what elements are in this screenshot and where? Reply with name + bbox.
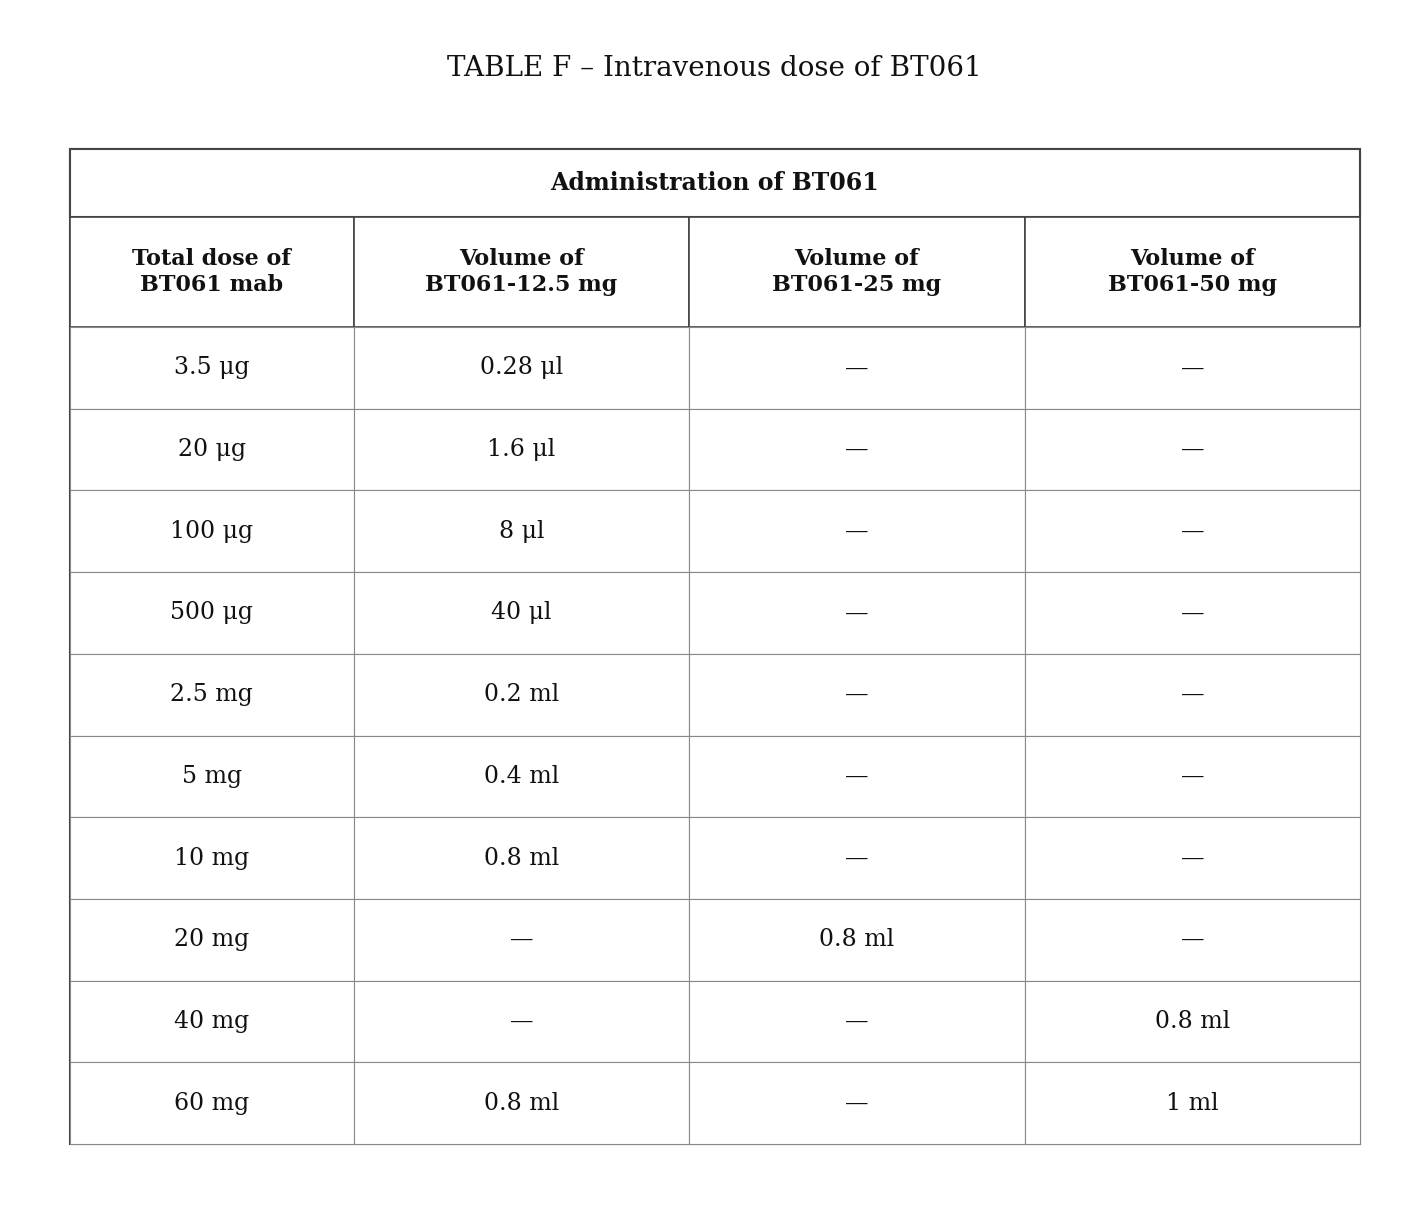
- Text: TABLE F – Intravenous dose of BT061: TABLE F – Intravenous dose of BT061: [447, 56, 981, 82]
- Bar: [70, 735, 354, 817]
- Bar: [1025, 899, 1359, 980]
- Bar: [690, 899, 1025, 980]
- Text: Volume of
BT061-12.5 mg: Volume of BT061-12.5 mg: [426, 248, 618, 296]
- Bar: [70, 326, 354, 409]
- Bar: [70, 1063, 354, 1144]
- Text: —: —: [1181, 846, 1204, 869]
- Text: 20 μg: 20 μg: [178, 438, 246, 461]
- Text: —: —: [1181, 357, 1204, 380]
- Bar: [354, 491, 690, 572]
- Bar: [70, 654, 354, 735]
- Text: 0.8 ml: 0.8 ml: [484, 1092, 560, 1115]
- Text: 500 μg: 500 μg: [170, 601, 253, 625]
- Text: Volume of
BT061-50 mg: Volume of BT061-50 mg: [1108, 248, 1277, 296]
- Text: —: —: [845, 765, 868, 788]
- Text: Administration of BT061: Administration of BT061: [551, 170, 880, 195]
- Bar: [70, 980, 354, 1063]
- Text: —: —: [845, 601, 868, 625]
- Text: —: —: [510, 1010, 533, 1032]
- Text: 0.8 ml: 0.8 ml: [1155, 1010, 1230, 1032]
- Text: 0.8 ml: 0.8 ml: [484, 846, 560, 869]
- Bar: [1025, 491, 1359, 572]
- Bar: [1025, 817, 1359, 899]
- Text: 40 μl: 40 μl: [491, 601, 551, 625]
- Bar: [354, 980, 690, 1063]
- Text: —: —: [845, 357, 868, 380]
- Bar: [354, 409, 690, 491]
- Text: 5 mg: 5 mg: [181, 765, 241, 788]
- Bar: [690, 491, 1025, 572]
- Text: 0.4 ml: 0.4 ml: [484, 765, 560, 788]
- Text: —: —: [510, 929, 533, 951]
- Bar: [70, 899, 354, 980]
- Text: 40 mg: 40 mg: [174, 1010, 250, 1032]
- Bar: [690, 654, 1025, 735]
- Text: 100 μg: 100 μg: [170, 520, 253, 543]
- Bar: [354, 817, 690, 899]
- Bar: [690, 980, 1025, 1063]
- Bar: [70, 817, 354, 899]
- Bar: [690, 216, 1025, 326]
- Text: —: —: [1181, 601, 1204, 625]
- Text: Total dose of
BT061 mab: Total dose of BT061 mab: [133, 248, 291, 296]
- Bar: [70, 149, 1359, 1144]
- Text: 1 ml: 1 ml: [1167, 1092, 1218, 1115]
- Text: —: —: [845, 846, 868, 869]
- Text: —: —: [845, 683, 868, 706]
- Text: —: —: [1181, 438, 1204, 461]
- Bar: [354, 899, 690, 980]
- Bar: [690, 409, 1025, 491]
- Bar: [1025, 326, 1359, 409]
- Text: 60 mg: 60 mg: [174, 1092, 250, 1115]
- Bar: [354, 216, 690, 326]
- Text: —: —: [845, 1010, 868, 1032]
- Bar: [690, 326, 1025, 409]
- Text: —: —: [845, 1092, 868, 1115]
- Bar: [70, 572, 354, 654]
- Bar: [354, 326, 690, 409]
- Text: —: —: [845, 520, 868, 543]
- Text: —: —: [845, 438, 868, 461]
- Text: 0.28 μl: 0.28 μl: [480, 357, 563, 380]
- Bar: [1025, 980, 1359, 1063]
- Text: —: —: [1181, 520, 1204, 543]
- Text: —: —: [1181, 683, 1204, 706]
- Text: 1.6 μl: 1.6 μl: [487, 438, 555, 461]
- Bar: [354, 1063, 690, 1144]
- Bar: [690, 572, 1025, 654]
- Bar: [70, 216, 354, 326]
- Text: 0.2 ml: 0.2 ml: [484, 683, 560, 706]
- Bar: [1025, 654, 1359, 735]
- Bar: [354, 735, 690, 817]
- Text: —: —: [1181, 929, 1204, 951]
- Text: 0.8 ml: 0.8 ml: [820, 929, 894, 951]
- Bar: [354, 572, 690, 654]
- Bar: [1025, 216, 1359, 326]
- Bar: [1025, 735, 1359, 817]
- Bar: [690, 817, 1025, 899]
- Bar: [354, 654, 690, 735]
- Text: —: —: [1181, 765, 1204, 788]
- Bar: [70, 149, 1359, 216]
- Text: 20 mg: 20 mg: [174, 929, 250, 951]
- Bar: [70, 409, 354, 491]
- Bar: [1025, 1063, 1359, 1144]
- Bar: [1025, 409, 1359, 491]
- Bar: [70, 491, 354, 572]
- Text: 8 μl: 8 μl: [498, 520, 544, 543]
- Bar: [690, 735, 1025, 817]
- Text: Volume of
BT061-25 mg: Volume of BT061-25 mg: [773, 248, 941, 296]
- Text: 2.5 mg: 2.5 mg: [170, 683, 253, 706]
- Bar: [690, 1063, 1025, 1144]
- Text: 3.5 μg: 3.5 μg: [174, 357, 250, 380]
- Bar: [1025, 572, 1359, 654]
- Text: 10 mg: 10 mg: [174, 846, 250, 869]
